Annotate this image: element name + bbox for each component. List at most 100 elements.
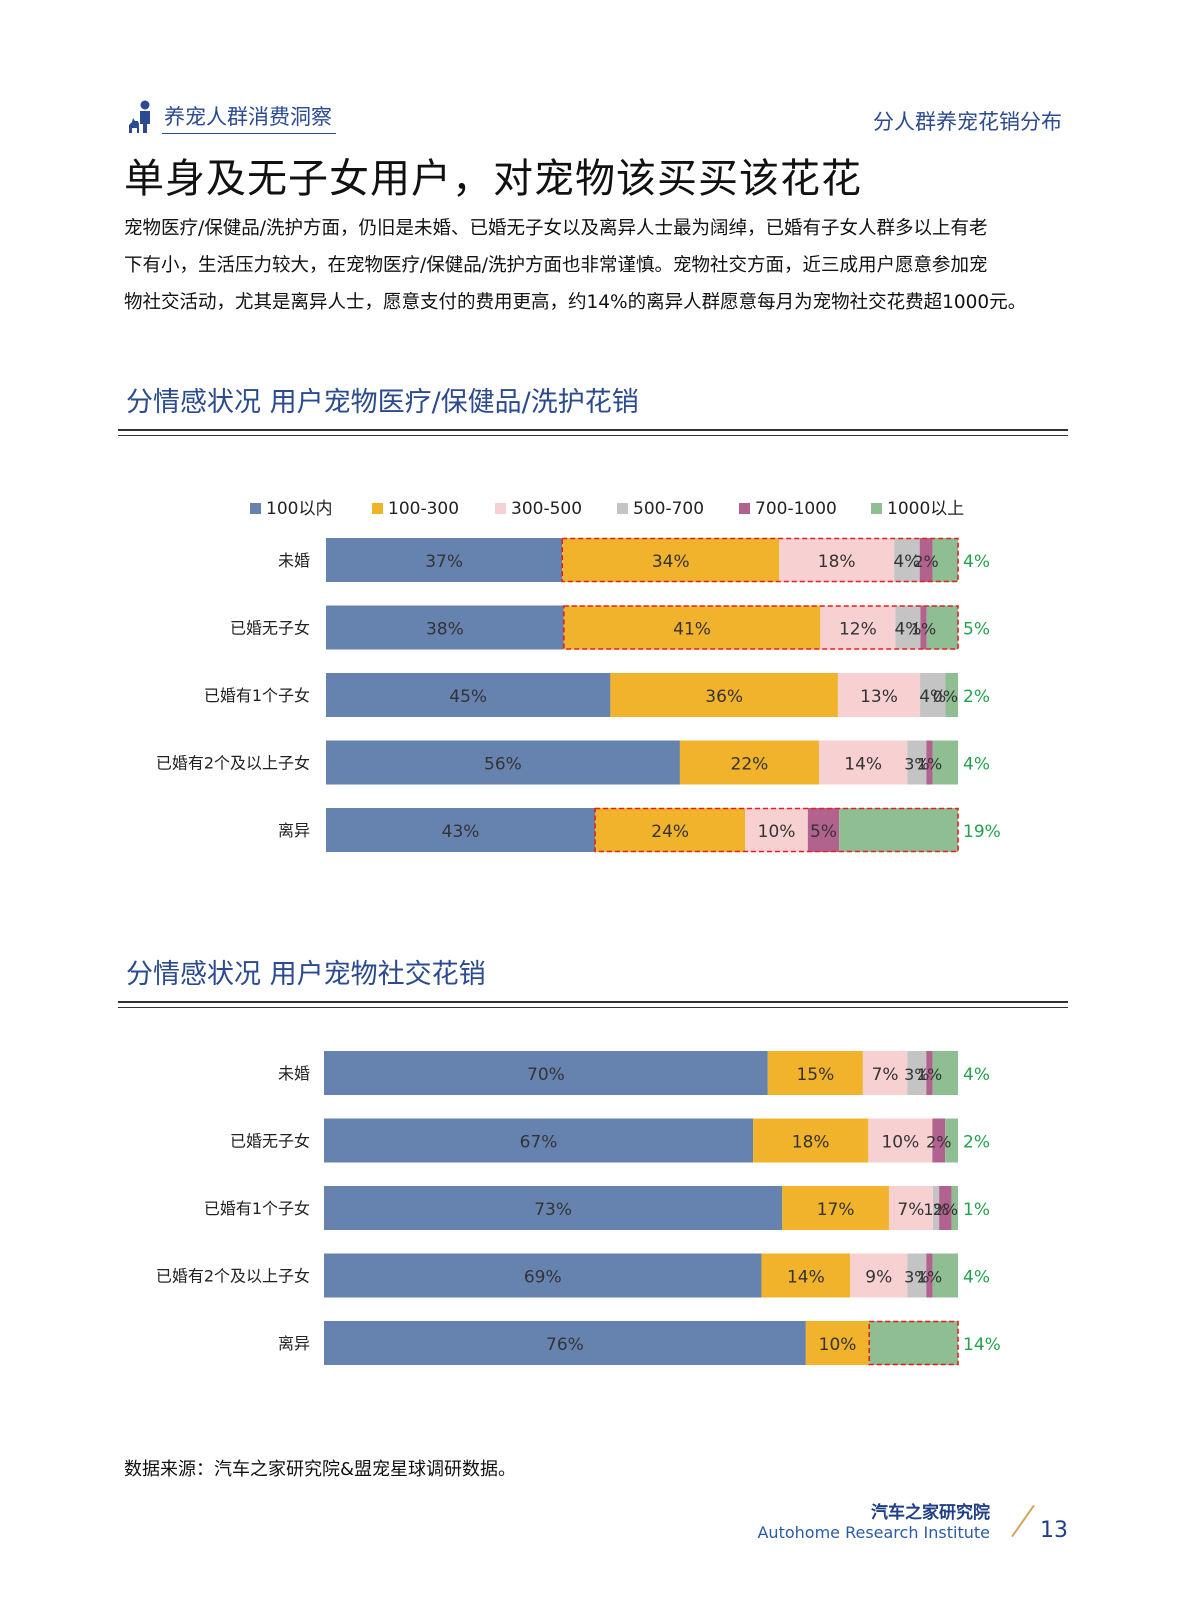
legend-label-500-700: 500-700	[633, 499, 704, 519]
legend-swatch-300-500	[495, 503, 506, 514]
legend-label-lt100: 100以内	[266, 499, 332, 519]
bar-segment-300-500	[779, 538, 895, 582]
bar-segment-lt100	[326, 808, 596, 852]
data-label-300-500: 7%	[897, 1200, 924, 1220]
bar-segment-lt100	[324, 1051, 768, 1095]
data-label-lt100: 45%	[449, 687, 487, 707]
data-label-500-700: 3%	[904, 1065, 929, 1084]
bar-segment-700-1000	[919, 538, 933, 582]
bar-segment-100-300	[562, 538, 780, 582]
data-label-gt1000: 4%	[963, 1268, 990, 1288]
data-label-700-1000: 0%	[933, 687, 958, 706]
bar-segment-300-500	[862, 1051, 908, 1095]
bar-segment-100-300	[563, 605, 821, 650]
pet-owner-icon	[129, 100, 150, 133]
intro-paragraph: 宠物医疗/保健品/洗护方面，仍旧是未婚、已婚无子女以及离异人士最为阔绰，已婚有子…	[124, 210, 1074, 321]
bar-segment-gt1000	[932, 1253, 958, 1298]
bar-segment-lt100	[326, 605, 564, 650]
bar-segment-gt1000	[951, 1186, 958, 1230]
bar-segment-100-300	[679, 740, 819, 785]
bar-segment-300-500	[820, 605, 896, 650]
data-label-lt100: 73%	[534, 1200, 572, 1220]
data-label-100-300: 18%	[792, 1133, 830, 1153]
bar-segment-500-700	[907, 1253, 927, 1298]
bar-segment-300-500	[837, 673, 921, 717]
data-label-gt1000: 2%	[963, 1133, 990, 1153]
page-number: 13	[1040, 1518, 1068, 1543]
category-label: 离异	[278, 821, 310, 840]
category-label: 已婚有2个及以上子女	[156, 754, 310, 773]
data-label-700-1000: 1%	[917, 1268, 942, 1287]
highlight-box	[868, 1320, 959, 1366]
bar-segment-300-500	[868, 1118, 933, 1163]
data-label-500-700: 4%	[893, 552, 920, 572]
data-label-lt100: 70%	[527, 1065, 565, 1085]
legend-swatch-700-1000	[739, 503, 750, 514]
bar-segment-300-500	[888, 1186, 933, 1230]
bar-segment-300-500	[818, 740, 908, 785]
bar-segment-gt1000	[926, 605, 958, 650]
bar-segment-500-700	[907, 740, 927, 785]
bar-segment-gt1000	[932, 538, 958, 582]
bar-segment-300-500	[850, 1253, 908, 1298]
chart2-title: 分情感状况 用户宠物社交花销	[126, 959, 486, 990]
data-label-700-1000: 1%	[917, 755, 942, 774]
data-label-100-300: 22%	[731, 755, 769, 775]
legend-swatch-100-300	[372, 503, 383, 514]
bar-segment-700-1000	[926, 1253, 933, 1298]
chart2-divider	[118, 1001, 1068, 1008]
org-name-en: Autohome Research Institute	[757, 1523, 990, 1542]
bar-segment-500-700	[895, 605, 921, 650]
bar-segment-100-300	[753, 1118, 869, 1163]
bar-segment-500-700	[932, 1186, 940, 1230]
intro-line: 宠物医疗/保健品/洗护方面，仍旧是未婚、已婚无子女以及离异人士最为阔绰，已婚有子…	[124, 218, 988, 239]
category-label: 未婚	[278, 1064, 310, 1083]
data-label-300-500: 10%	[758, 822, 796, 842]
bar-segment-500-700	[920, 673, 946, 717]
bar-segment-100-300	[761, 1253, 851, 1298]
legend-swatch-500-700	[617, 503, 628, 514]
data-source: 数据来源：汽车之家研究院&盟宠星球调研数据。	[124, 1459, 517, 1480]
data-label-100-300: 15%	[796, 1065, 834, 1085]
highlight-box	[562, 605, 959, 650]
data-label-100-300: 36%	[705, 687, 743, 707]
data-label-300-500: 13%	[860, 687, 898, 707]
data-label-300-500: 12%	[839, 620, 877, 640]
data-label-500-700: 4%	[919, 687, 946, 707]
data-label-gt1000: 19%	[963, 822, 1001, 842]
bar-segment-lt100	[324, 1118, 754, 1163]
data-label-gt1000: 4%	[963, 1065, 990, 1085]
legend-label-100-300: 100-300	[388, 499, 459, 519]
chart2-social-spending: 未婚 70% 15% 7% 3%1% 4%已婚无子女 67% 18% 10% 2% 2%已婚有1个子…	[156, 1051, 1001, 1366]
data-label-500-700: 3%	[904, 1268, 929, 1287]
data-label-500-700: 4%	[894, 620, 921, 640]
legend-label-700-1000: 700-1000	[755, 499, 837, 519]
category-label: 已婚有2个及以上子女	[156, 1267, 310, 1286]
bar-segment-700-1000	[932, 1118, 946, 1163]
intro-line: 下有小，生活压力较大，在宠物医疗/保健品/洗护方面也非常谨慎。宠物社交方面，近三…	[124, 255, 988, 276]
bar-segment-lt100	[326, 740, 680, 785]
bar-segment-lt100	[324, 1321, 806, 1365]
data-label-300-500: 7%	[872, 1065, 899, 1085]
category-label: 已婚有1个子女	[204, 686, 310, 705]
data-label-500-700: 1%	[923, 1200, 948, 1219]
data-label-lt100: 43%	[442, 822, 480, 842]
category-label: 离异	[278, 1334, 310, 1353]
footer-slash-decoration	[1011, 1504, 1035, 1538]
data-label-gt1000: 5%	[963, 620, 990, 640]
data-label-100-300: 34%	[652, 552, 690, 572]
bar-segment-gt1000	[945, 1118, 958, 1163]
highlight-box	[594, 807, 959, 853]
bar-segment-700-1000	[920, 605, 927, 650]
chart1-title: 分情感状况 用户宠物医疗/保健品/洗护花销	[126, 387, 639, 418]
section-header: 养宠人群消费洞察	[128, 100, 336, 134]
header-right-title: 分人群养宠花销分布	[873, 110, 1062, 134]
bar-segment-lt100	[326, 538, 563, 582]
data-label-300-500: 9%	[865, 1268, 892, 1288]
footer-logo: 汽车之家研究院 Autohome Research Institute	[757, 1498, 990, 1542]
bar-segment-100-300	[805, 1321, 870, 1365]
data-label-300-500: 18%	[818, 552, 856, 572]
data-label-700-1000: 1%	[917, 1065, 942, 1084]
data-label-gt1000: 4%	[963, 755, 990, 775]
data-label-gt1000: 4%	[963, 552, 990, 572]
